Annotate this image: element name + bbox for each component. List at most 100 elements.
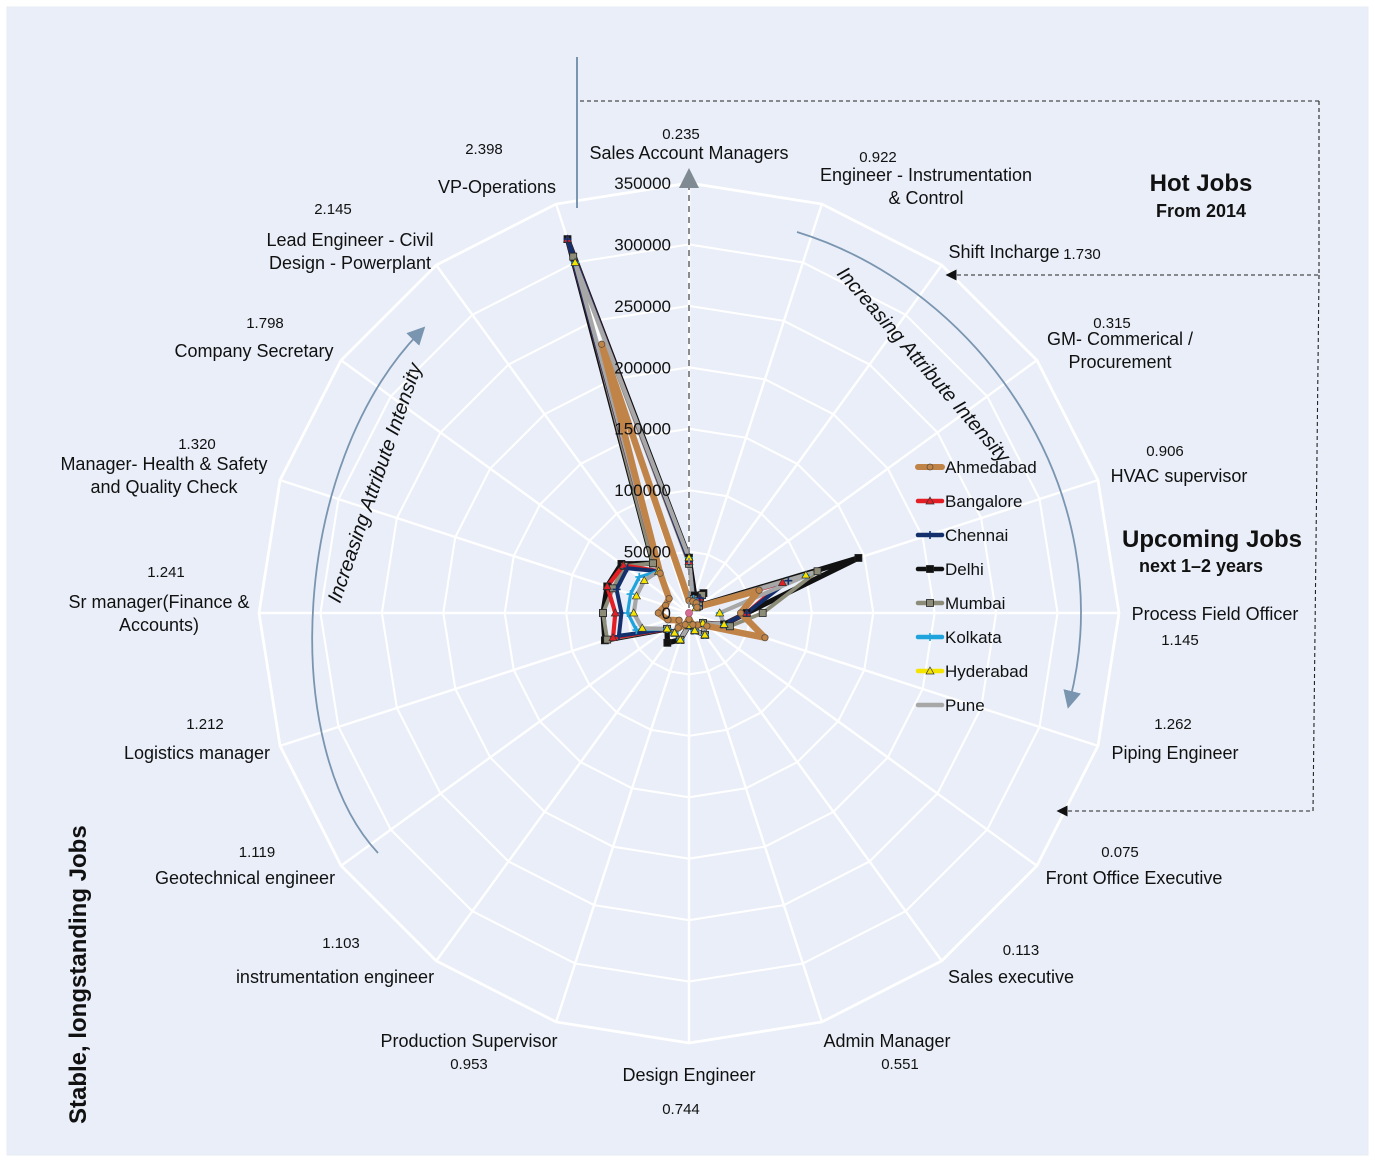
marker-delhi-13 [663, 638, 672, 647]
marker-ahmedabad-11 [685, 615, 693, 623]
marker-hyderabad-14 [662, 624, 672, 633]
marker-kolkata-17 [626, 590, 635, 599]
marker-ahmedabad-16 [654, 609, 662, 617]
category-label-logistics-manager: Logistics manager [124, 743, 270, 763]
marker-ahmedabad-6 [736, 609, 745, 617]
center-dot [685, 609, 693, 617]
marker-ahmedabad-5 [755, 586, 763, 594]
category-score-piping-engineer: 1.262 [1154, 716, 1192, 733]
marker-kolkata-16 [623, 609, 632, 617]
category-score-vp-operations: 2.398 [465, 141, 503, 158]
legend-item-kolkata: Kolkata [915, 628, 1002, 647]
category-score-admin-manager: 0.551 [881, 1056, 919, 1073]
category-label-design-engineer: Design Engineer [622, 1065, 755, 1085]
legend-marker-delhi [926, 565, 934, 573]
marker-bangalore-17 [602, 581, 612, 590]
marker-mumbai-20 [569, 252, 578, 261]
legend-marker-chennai [926, 531, 934, 539]
category-label-sr-manager-finance-and-accounts: Sr manager(Finance & Accounts) [68, 592, 249, 635]
category-label-lead-engineer-civil-design-powerplant: Lead Engineer - Civil Design - Powerplant [266, 230, 433, 273]
category-score-geotechnical-engineer: 1.119 [239, 844, 275, 861]
marker-hyderabad-10 [690, 625, 700, 634]
category-label-instrumentation-engineer: instrumentation engineer [236, 967, 434, 987]
category-label-vp-operations: VP-Operations [438, 177, 556, 197]
legend-item-chennai: Chennai [915, 526, 1008, 545]
marker-chennai-18 [623, 564, 632, 573]
marker-ahmedabad-13 [674, 624, 682, 632]
category-score-manager-health-and-safety-and-quality-check: 1.320 [178, 436, 216, 453]
legend-label-delhi: Delhi [945, 560, 984, 579]
stable-jobs-title: Stable, longstanding Jobs [65, 825, 92, 1124]
marker-ahmedabad-14 [675, 616, 683, 624]
radar-spoke-17 [279, 478, 690, 615]
marker-hyderabad-18 [639, 575, 649, 584]
radar-spoke-14 [340, 612, 690, 867]
upcoming-jobs-annotation: Upcoming Jobs next 1–2 years [1122, 526, 1302, 576]
marker-mumbai-5 [813, 567, 822, 576]
radar-spoke-19 [435, 264, 690, 614]
marker-mumbai-6 [758, 609, 767, 617]
category-admin-manager: 0.551 Admin Manager [823, 1031, 950, 1073]
tick-label-0: 0 [662, 604, 671, 623]
marker-hyderabad-12 [675, 635, 685, 644]
category-score-engineer-instrumentation-and-control: 0.922 [859, 149, 897, 166]
hot-jobs-annotation: Hot Jobs From 2014 [1150, 170, 1253, 221]
legend-label-kolkata: Kolkata [945, 628, 1002, 647]
category-label-hvac-supervisor: HVAC supervisor [1111, 466, 1248, 486]
category-label-sales-executive: Sales executive [948, 967, 1074, 987]
category-score-sales-executive: 0.113 [1003, 942, 1039, 959]
upcoming-jobs-subtitle: next 1–2 years [1139, 556, 1263, 576]
marker-chennai-15 [614, 631, 623, 640]
legend-label-ahmedabad: Ahmedabad [945, 458, 1037, 477]
radar-spoke-13 [435, 612, 690, 962]
legend-item-hyderabad: Hyderabad [915, 662, 1028, 681]
marker-ahmedabad-7 [761, 634, 769, 642]
radar-spoke-8 [688, 612, 1038, 867]
legend-label-bangalore: Bangalore [945, 492, 1023, 511]
tick-label-50000: 50000 [624, 543, 671, 562]
legend-label-hyderabad: Hyderabad [945, 662, 1028, 681]
marker-ahmedabad-10 [689, 621, 697, 629]
marker-hyderabad-17 [631, 591, 642, 600]
category-score-production-supervisor: 0.953 [450, 1056, 488, 1073]
marker-hyderabad-9 [700, 630, 710, 639]
legend-marker-bangalore [925, 496, 935, 505]
upcoming-jobs-title: Upcoming Jobs [1122, 526, 1302, 553]
category-hvac-supervisor: 0.906 HVAC supervisor [1111, 443, 1248, 486]
category-label-sales-account-managers: Sales Account Managers [589, 143, 788, 163]
marker-bangalore-16 [610, 608, 620, 617]
marker-hyderabad-20 [570, 257, 580, 266]
category-production-supervisor: 0.953 Production Supervisor [380, 1031, 557, 1073]
marker-chennai-3 [695, 594, 704, 603]
category-label-company-secretary: Company Secretary [174, 341, 333, 361]
legend-label-mumbai: Mumbai [945, 594, 1005, 613]
category-score-logistics-manager: 1.212 [186, 716, 224, 733]
category-geotechnical-engineer: 1.119 Geotechnical engineer [155, 844, 335, 888]
marker-delhi-5 [854, 554, 863, 562]
category-instrumentation-engineer: 1.103 instrumentation engineer [236, 935, 434, 987]
series-markers [562, 234, 863, 647]
marker-ahmedabad-20 [598, 340, 606, 348]
legend-item-pune: Pune [915, 696, 985, 715]
category-score-shift-incharge: 1.730 [1063, 246, 1101, 263]
category-score-sr-manager-finance-and-accounts: 1.241 [147, 564, 185, 581]
marker-ahmedabad-12 [681, 621, 689, 629]
category-label-engineer-instrumentation-and-control: Engineer - Instrumentation & Control [820, 165, 1032, 208]
marker-chennai-17 [612, 585, 621, 594]
category-company-secretary: 1.798 Company Secretary [174, 315, 333, 361]
category-lead-engineer-civil-design-powerplant: 2.145 Lead Engineer - Civil Design - Power… [266, 201, 433, 273]
marker-ahmedabad-4 [693, 603, 701, 611]
legend-marker-kolkata [926, 633, 934, 641]
tick-label-250000: 250000 [614, 297, 671, 316]
chart-panel [6, 6, 1369, 1156]
category-score-hvac-supervisor: 0.906 [1146, 443, 1184, 460]
tick-label-300000: 300000 [614, 235, 671, 254]
category-process-field-officer: 1.145 Process Field Officer [1132, 604, 1299, 649]
category-score-sales-account-managers: 0.235 [662, 126, 700, 143]
legend-marker-ahmedabad [926, 463, 934, 471]
marker-kolkata-18 [635, 572, 644, 581]
legend-marker-mumbai [926, 599, 934, 607]
